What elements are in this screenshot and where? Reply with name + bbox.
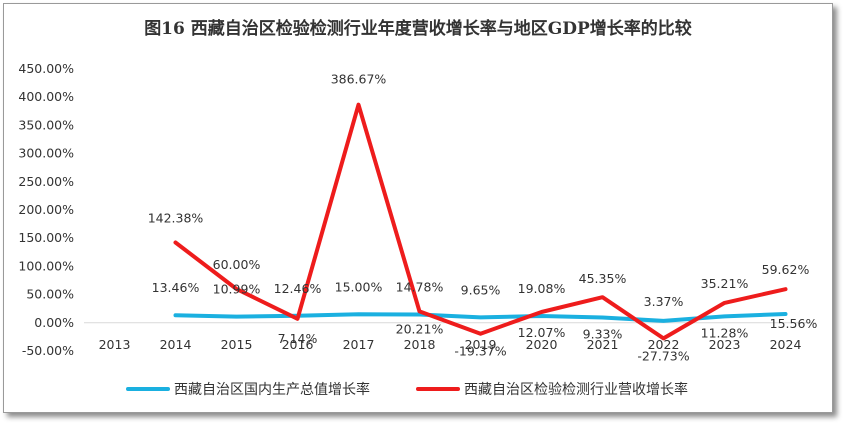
data-label: 7.14%	[278, 331, 318, 346]
y-tick-label: 50.00%	[26, 287, 74, 302]
x-tick-label: 2015	[221, 337, 253, 352]
chart-frame	[3, 3, 833, 413]
data-label: 60.00%	[213, 257, 261, 272]
x-tick-label: 2023	[709, 337, 741, 352]
chart-title: 图16 西藏自治区检验检测行业年度营收增长率与地区GDP增长率的比较	[144, 19, 692, 39]
data-label: 142.38%	[148, 210, 204, 225]
data-label: 386.67%	[331, 72, 387, 87]
series-line-2	[173, 102, 788, 341]
x-tick-label: 2014	[160, 337, 192, 352]
y-tick-label: 400.00%	[18, 89, 74, 104]
data-label: 3.37%	[644, 294, 684, 309]
y-tick-label: 0.00%	[34, 315, 74, 330]
data-label: -19.37%	[454, 344, 506, 359]
data-label: 9.65%	[461, 282, 501, 297]
data-label: 45.35%	[579, 271, 627, 286]
y-tick-label: 150.00%	[18, 230, 74, 245]
x-tick-label: 2013	[99, 337, 131, 352]
data-label: 12.46%	[274, 281, 322, 296]
x-tick-label: 2022	[648, 337, 680, 352]
y-tick-label: 300.00%	[18, 146, 74, 161]
data-label: 15.56%	[770, 316, 818, 331]
y-tick-label: 250.00%	[18, 174, 74, 189]
data-label: 35.21%	[701, 276, 749, 291]
data-label: 10.99%	[213, 282, 261, 297]
x-tick-label: 2019	[465, 337, 497, 352]
legend-label: 西藏自治区检验检测行业营收增长率	[464, 381, 688, 398]
data-label: 20.21%	[396, 321, 444, 336]
y-tick-label: -50.00%	[22, 343, 74, 358]
y-tick-label: 350.00%	[18, 117, 74, 132]
series-line-1	[173, 312, 788, 323]
data-label: 15.00%	[335, 279, 383, 294]
y-tick-label: 100.00%	[18, 258, 74, 273]
data-label: 11.28%	[701, 325, 749, 340]
data-label: 19.08%	[518, 281, 566, 296]
data-label: 12.07%	[518, 325, 566, 340]
legend-label: 西藏自治区国内生产总值增长率	[174, 381, 370, 398]
x-tick-label: 2021	[587, 337, 619, 352]
x-tick-label: 2024	[770, 337, 802, 352]
x-tick-label: 2017	[343, 337, 375, 352]
x-tick-label: 2016	[282, 337, 314, 352]
y-tick-label: 450.00%	[18, 61, 74, 76]
data-label: 9.33%	[583, 327, 623, 342]
x-tick-label: 2020	[526, 337, 558, 352]
data-label: 13.46%	[152, 280, 200, 295]
y-tick-label: 200.00%	[18, 202, 74, 217]
data-label: 59.62%	[762, 262, 810, 277]
data-label: 14.78%	[396, 279, 444, 294]
data-label: -27.73%	[637, 348, 689, 363]
x-tick-label: 2018	[404, 337, 436, 352]
